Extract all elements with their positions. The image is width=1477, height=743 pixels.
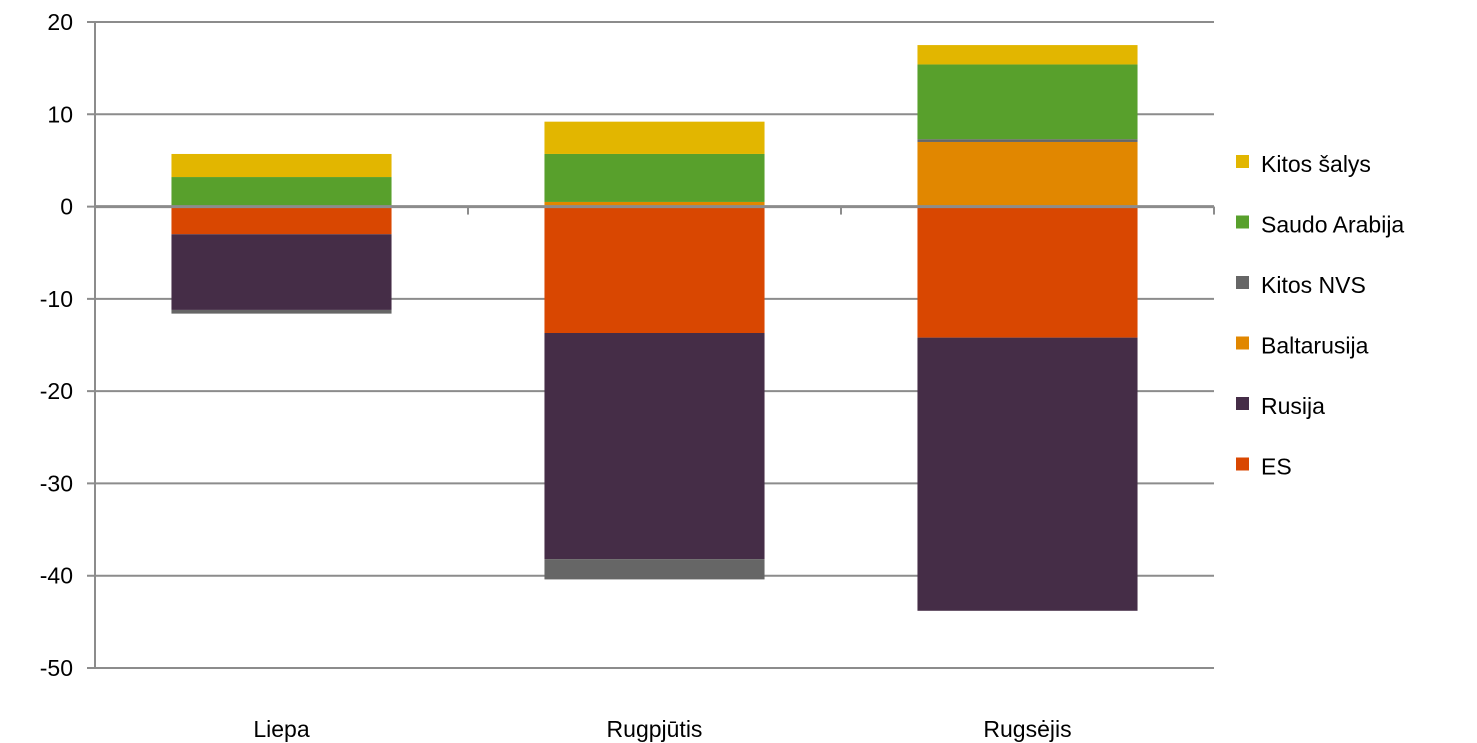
y-tick-label: 0 (60, 194, 73, 220)
bar-segment (171, 153, 392, 178)
legend-swatch (1236, 276, 1249, 289)
legend-swatch (1236, 215, 1249, 229)
legend-swatch (1236, 336, 1249, 350)
legend-label: Saudo Arabija (1261, 212, 1404, 238)
y-tick-label: 20 (47, 9, 73, 35)
bar-segment (917, 64, 1138, 140)
y-tick-label: -40 (40, 563, 73, 589)
y-tick-label: -50 (40, 655, 73, 681)
bar-segment (917, 141, 1138, 207)
y-tick-labels: 20 10 0 -10 -20 -30 -40 -50 (40, 9, 73, 681)
bar-segment (917, 337, 1138, 611)
bars (171, 45, 1138, 611)
y-tick-label: -30 (40, 470, 73, 496)
y-tick-label: 10 (47, 101, 73, 127)
bar-segment (544, 201, 765, 207)
bar-segment (544, 121, 765, 154)
bar-segment (544, 206, 765, 334)
bar-segment (544, 559, 765, 580)
bar-segment (171, 206, 392, 235)
legend-label: Kitos NVS (1261, 272, 1366, 298)
y-tick-label: -10 (40, 286, 73, 312)
bar-segment (544, 333, 765, 560)
legend-label: Kitos šalys (1261, 151, 1371, 177)
x-tick-label: Rugsėjis (983, 716, 1071, 742)
bar-segment (917, 139, 1138, 142)
axes (94, 22, 1215, 668)
bar-segment (917, 206, 1138, 338)
y-tick-label: -20 (40, 378, 73, 404)
x-tick-label: Rugpjūtis (607, 716, 703, 742)
legend-swatch (1236, 155, 1249, 168)
legend-label: ES (1261, 454, 1292, 480)
legend-label: Baltarusija (1261, 333, 1369, 359)
legend-label: Rusija (1261, 393, 1325, 419)
bar-segment (171, 234, 392, 310)
legend: Kitos šalys Saudo Arabija Kitos NVS Baltaru… (1236, 151, 1404, 480)
bar-segment (917, 45, 1138, 65)
bar-segment (171, 309, 392, 314)
legend-swatch (1236, 397, 1249, 410)
bar-segment (544, 153, 765, 202)
legend-swatch (1236, 457, 1249, 471)
bar-segment (171, 177, 392, 207)
x-tick-labels: Liepa Rugpjūtis Rugsėjis (253, 716, 1071, 742)
x-tick-label: Liepa (253, 716, 309, 742)
